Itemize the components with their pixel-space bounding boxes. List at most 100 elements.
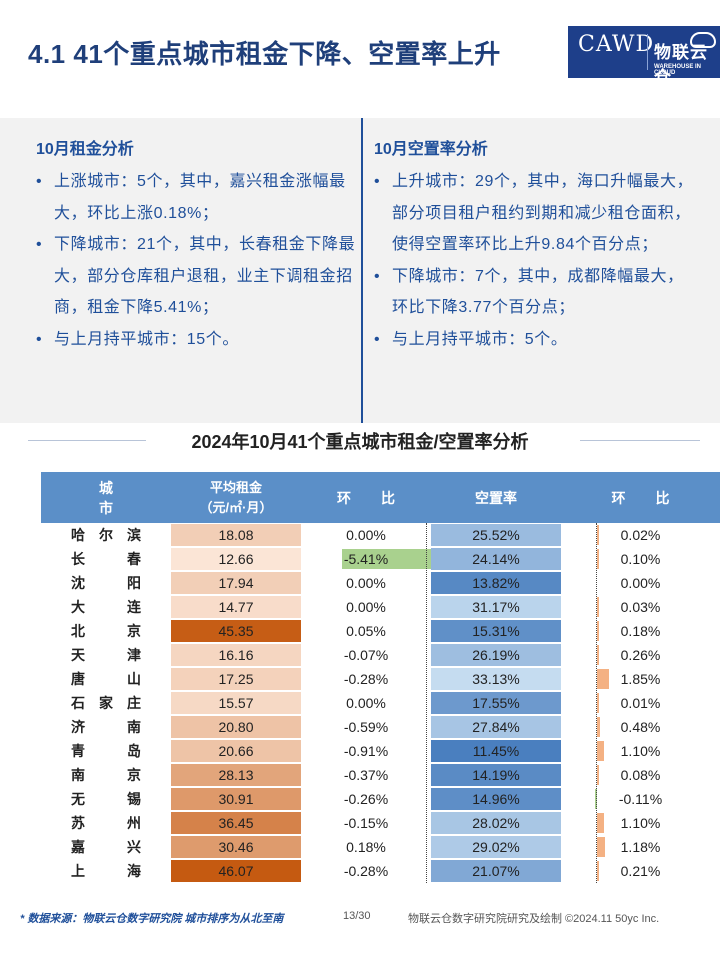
rent-value: 36.45 <box>218 815 254 831</box>
vacancy-mom-cell: 0.10% <box>561 547 720 571</box>
vacancy-value: 27.84% <box>472 719 520 735</box>
rent-analysis-item: 下降城市：21个，其中，长春租金下降最大，部分仓库租户退租，业主下调租金招商，租… <box>36 229 358 324</box>
city-name: 上海 <box>71 863 141 879</box>
rent-mom-cell: 0.00% <box>301 523 431 547</box>
rent-value: 18.08 <box>218 527 254 543</box>
vacancy-mom-cell: 0.01% <box>561 691 720 715</box>
rent-mom-value: 0.18% <box>346 839 386 855</box>
vacancy-cell: 21.07% <box>431 859 561 883</box>
rent-heat <box>171 860 301 882</box>
rent-mom-value: -0.37% <box>343 767 389 783</box>
rent-mom-value: -5.41% <box>343 551 389 567</box>
vacancy-value: 11.45% <box>472 743 520 759</box>
rent-mom-value: 0.00% <box>346 527 386 543</box>
table-row: 北京 45.35 0.05% 15.31% 0.18% <box>41 619 720 643</box>
rent-cell: 17.94 <box>171 571 301 595</box>
table-row: 天津 16.16 -0.07% 26.19% 0.26% <box>41 643 720 667</box>
vacancy-mom-cell: 1.18% <box>561 835 720 859</box>
vacancy-value: 17.55% <box>472 695 520 711</box>
table-row: 长春 12.66 -5.41% 24.14% 0.10% <box>41 547 720 571</box>
rent-heat <box>171 836 301 858</box>
vacancy-mom-bar <box>597 861 599 881</box>
rent-mom-value: -0.28% <box>343 671 389 687</box>
vacancy-heat <box>431 692 561 714</box>
column-separator <box>426 523 428 883</box>
vacancy-heat <box>431 764 561 786</box>
rent-mom-value: -0.26% <box>343 791 389 807</box>
table-row: 青岛 20.66 -0.91% 11.45% 1.10% <box>41 739 720 763</box>
rent-mom-value: -0.15% <box>343 815 389 831</box>
table-row: 嘉兴 30.46 0.18% 29.02% 1.18% <box>41 835 720 859</box>
rent-heat <box>171 812 301 834</box>
vacancy-mom-value: 0.03% <box>620 599 661 615</box>
vacancy-mom-cell: 1.10% <box>561 811 720 835</box>
vacancy-mom-cell: 1.85% <box>561 667 720 691</box>
vacancy-heat <box>431 860 561 882</box>
rent-heat <box>171 620 301 642</box>
vacancy-mom-cell: 0.26% <box>561 643 720 667</box>
table-row: 沈阳 17.94 0.00% 13.82% 0.00% <box>41 571 720 595</box>
vacancy-mom-cell: 0.02% <box>561 523 720 547</box>
vacancy-heat <box>431 524 561 546</box>
table-header: 城市 平均租金 （元/㎡·月） 环比 空置率 环比 <box>41 472 720 523</box>
rent-analysis-item: 与上月持平城市：15个。 <box>36 324 358 356</box>
brand-logo: CAWD 物联云仓 WAREHOUSE IN CLOUD <box>568 26 720 78</box>
vacancy-mom-bar <box>597 645 599 665</box>
rent-mom-cell: 0.00% <box>301 595 431 619</box>
rent-cell: 28.13 <box>171 763 301 787</box>
vacancy-mom-cell: -0.11% <box>561 787 720 811</box>
rent-mom-cell: -0.15% <box>301 811 467 835</box>
rent-cell: 46.07 <box>171 859 301 883</box>
rent-heat <box>171 764 301 786</box>
rent-analysis: 10月租金分析 上涨城市：5个，其中，嘉兴租金涨幅最大，环比上涨0.18%； 下… <box>36 134 358 355</box>
rent-value: 20.66 <box>218 743 254 759</box>
rent-cell: 16.16 <box>171 643 301 667</box>
vacancy-mom-value: 0.48% <box>620 719 661 735</box>
city-name: 长春 <box>71 551 141 567</box>
rent-value: 45.35 <box>218 623 254 639</box>
table-row: 南京 28.13 -0.37% 14.19% 0.08% <box>41 763 720 787</box>
rent-mom-cell: 0.18% <box>301 835 470 859</box>
rent-value: 14.77 <box>218 599 254 615</box>
header-rent-line1: 平均租金 <box>209 479 262 495</box>
rent-value: 12.66 <box>218 551 254 567</box>
vacancy-value: 29.02% <box>472 839 520 855</box>
rent-mom-cell: -0.07% <box>301 643 467 667</box>
rent-mom-cell: -0.59% <box>301 715 467 739</box>
rent-mom-cell: 0.00% <box>301 571 431 595</box>
header-rent-mom: 环比 <box>337 489 425 506</box>
city-name: 哈尔滨 <box>71 527 141 543</box>
city-name: 北京 <box>71 623 141 639</box>
rent-cell: 17.25 <box>171 667 301 691</box>
vacancy-value: 28.02% <box>472 815 520 831</box>
rent-cell: 20.80 <box>171 715 301 739</box>
city-name: 唐山 <box>71 671 141 687</box>
rent-mom-value: -0.59% <box>343 719 389 735</box>
rent-heat <box>171 548 301 570</box>
rent-mom-value: 0.05% <box>346 623 386 639</box>
vacancy-mom-cell: 0.00% <box>561 571 720 595</box>
header-vacancy-mom: 环比 <box>611 489 700 506</box>
table-row: 唐山 17.25 -0.28% 33.13% 1.85% <box>41 667 720 691</box>
rent-analysis-item: 上涨城市：5个，其中，嘉兴租金涨幅最大，环比上涨0.18%； <box>36 166 358 229</box>
vacancy-mom-cell: 0.03% <box>561 595 720 619</box>
vacancy-cell: 11.45% <box>431 739 561 763</box>
vacancy-cell: 25.52% <box>431 523 561 547</box>
vacancy-mom-value: 0.26% <box>620 647 661 663</box>
rent-analysis-heading: 10月租金分析 <box>36 141 134 158</box>
panel-divider <box>361 118 363 423</box>
city-name: 嘉兴 <box>71 839 141 855</box>
rent-mom-cell: -5.41% <box>301 547 467 571</box>
vacancy-analysis-item: 与上月持平城市：5个。 <box>374 324 694 356</box>
rent-heat <box>171 788 301 810</box>
vacancy-mom-cell: 0.08% <box>561 763 720 787</box>
vacancy-value: 24.14% <box>472 551 520 567</box>
rent-mom-cell: -0.37% <box>301 763 467 787</box>
vacancy-value: 25.52% <box>472 527 520 543</box>
vacancy-mom-value: 0.02% <box>620 527 661 543</box>
vacancy-analysis: 10月空置率分析 上升城市：29个，其中，海口升幅最大，部分项目租户租约到期和减… <box>374 134 694 355</box>
vacancy-cell: 33.13% <box>431 667 561 691</box>
city-name: 天津 <box>71 647 141 663</box>
vacancy-mom-bar <box>597 693 599 713</box>
rent-value: 30.91 <box>218 791 254 807</box>
